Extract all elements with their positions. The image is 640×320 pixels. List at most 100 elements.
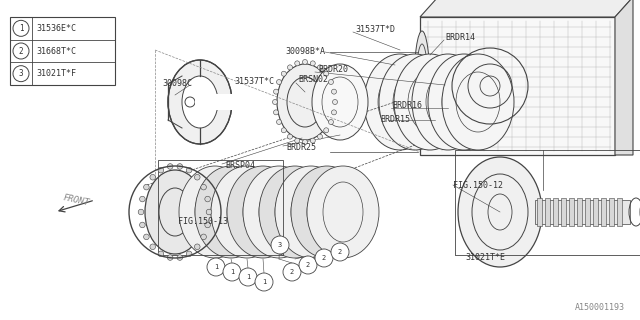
Circle shape	[177, 255, 182, 260]
Circle shape	[317, 65, 323, 70]
Bar	[158, 160, 283, 255]
Circle shape	[150, 244, 156, 250]
Bar	[545, 198, 550, 226]
Ellipse shape	[275, 166, 347, 258]
Polygon shape	[615, 0, 633, 155]
Ellipse shape	[458, 157, 542, 267]
Polygon shape	[195, 94, 235, 110]
Text: FRONT: FRONT	[62, 193, 90, 207]
Circle shape	[271, 236, 289, 254]
Circle shape	[143, 234, 149, 240]
Circle shape	[273, 100, 278, 105]
Text: 2: 2	[322, 255, 326, 261]
Circle shape	[168, 255, 173, 260]
Text: 2: 2	[306, 262, 310, 268]
Text: 1: 1	[214, 264, 218, 270]
Ellipse shape	[414, 31, 430, 141]
Text: BRDR15: BRDR15	[380, 116, 410, 124]
Circle shape	[273, 89, 278, 94]
Text: 31021T*E: 31021T*E	[465, 253, 505, 262]
Text: 31668T*C: 31668T*C	[36, 46, 76, 55]
Ellipse shape	[259, 166, 331, 258]
Circle shape	[205, 222, 211, 228]
Bar	[553, 198, 558, 226]
Circle shape	[168, 164, 173, 169]
Text: 1: 1	[246, 274, 250, 280]
Circle shape	[310, 61, 316, 66]
Text: 1: 1	[19, 24, 23, 33]
Circle shape	[332, 110, 337, 115]
Circle shape	[186, 167, 192, 173]
Text: A150001193: A150001193	[575, 303, 625, 312]
Text: 30098B*A: 30098B*A	[285, 46, 325, 55]
Circle shape	[195, 244, 200, 250]
Circle shape	[328, 119, 333, 124]
Circle shape	[303, 60, 307, 65]
Text: BRDR25: BRDR25	[286, 142, 316, 151]
Ellipse shape	[179, 166, 251, 258]
Ellipse shape	[412, 54, 484, 150]
Circle shape	[239, 268, 257, 286]
Bar	[535, 200, 630, 224]
Bar	[609, 198, 614, 226]
Circle shape	[177, 164, 182, 169]
Bar	[10, 17, 115, 85]
Circle shape	[140, 196, 145, 202]
Text: 3: 3	[19, 69, 23, 78]
Text: 2: 2	[19, 46, 23, 55]
Circle shape	[287, 134, 292, 139]
Ellipse shape	[291, 166, 363, 258]
Circle shape	[317, 134, 323, 139]
Text: 31537T*C: 31537T*C	[234, 77, 274, 86]
Circle shape	[201, 234, 207, 240]
Text: 1: 1	[230, 269, 234, 275]
Text: 2: 2	[338, 249, 342, 255]
Bar	[561, 198, 566, 226]
Circle shape	[140, 222, 145, 228]
Circle shape	[223, 263, 241, 281]
Circle shape	[255, 273, 273, 291]
Circle shape	[276, 119, 282, 124]
Text: BRDR16: BRDR16	[392, 100, 422, 109]
Circle shape	[283, 263, 301, 281]
Circle shape	[287, 65, 292, 70]
Circle shape	[299, 256, 317, 274]
Ellipse shape	[182, 76, 218, 128]
Circle shape	[324, 128, 329, 133]
Circle shape	[295, 61, 300, 66]
Ellipse shape	[195, 166, 267, 258]
Ellipse shape	[145, 170, 205, 254]
Circle shape	[328, 79, 333, 84]
Circle shape	[331, 243, 349, 261]
Text: 3: 3	[278, 242, 282, 248]
Text: 2: 2	[290, 269, 294, 275]
Text: BRSP04: BRSP04	[225, 161, 255, 170]
Circle shape	[332, 89, 337, 94]
Text: 30098C: 30098C	[162, 78, 192, 87]
Bar	[593, 198, 598, 226]
Circle shape	[158, 251, 164, 257]
Text: FIG.150-12: FIG.150-12	[453, 181, 503, 190]
Circle shape	[315, 249, 333, 267]
Bar	[569, 198, 574, 226]
Circle shape	[205, 196, 211, 202]
Ellipse shape	[379, 54, 451, 150]
Circle shape	[150, 174, 156, 180]
Bar	[420, 17, 615, 155]
Circle shape	[273, 110, 278, 115]
Bar	[601, 198, 606, 226]
Bar	[537, 198, 542, 226]
Circle shape	[310, 138, 316, 143]
Ellipse shape	[243, 166, 315, 258]
Bar	[577, 198, 582, 226]
Circle shape	[186, 251, 192, 257]
Circle shape	[282, 128, 286, 133]
Circle shape	[158, 167, 164, 173]
Circle shape	[295, 138, 300, 143]
Bar	[617, 198, 622, 226]
Text: 31021T*F: 31021T*F	[36, 69, 76, 78]
Circle shape	[138, 209, 144, 215]
Text: 31536E*C: 31536E*C	[36, 24, 76, 33]
Circle shape	[282, 71, 286, 76]
Bar	[585, 198, 590, 226]
